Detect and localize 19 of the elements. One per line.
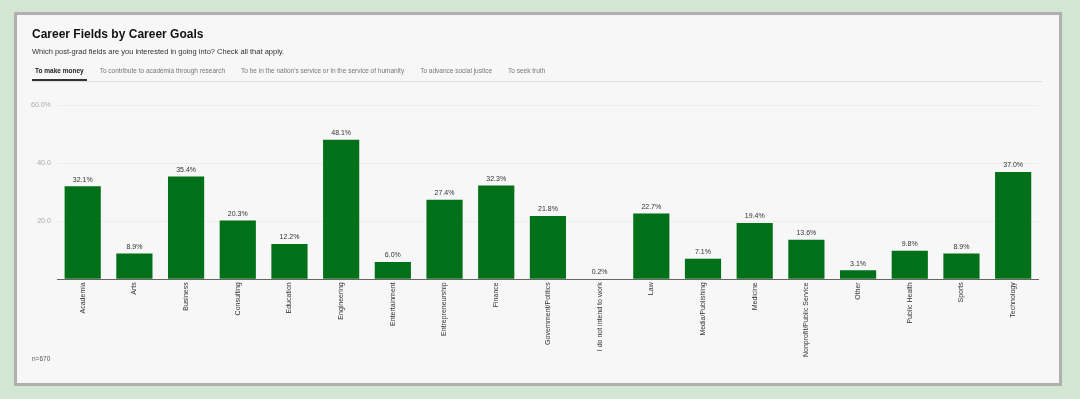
bar bbox=[891, 250, 928, 279]
bar bbox=[64, 186, 101, 279]
bar bbox=[323, 139, 360, 279]
bar bbox=[633, 213, 670, 279]
bar bbox=[116, 253, 153, 279]
bar bbox=[374, 261, 411, 279]
bar bbox=[839, 270, 877, 279]
bar bbox=[219, 220, 256, 279]
bar bbox=[684, 258, 722, 279]
bar bbox=[478, 185, 515, 279]
bar bbox=[995, 171, 1032, 279]
bar bbox=[736, 223, 773, 279]
chart-title: Career Fields by Career Goals bbox=[32, 27, 204, 41]
bar bbox=[529, 216, 567, 279]
bar bbox=[271, 243, 308, 279]
bar bbox=[788, 239, 825, 279]
bar bbox=[943, 253, 980, 279]
bar bbox=[426, 199, 463, 279]
bar bbox=[167, 176, 205, 279]
